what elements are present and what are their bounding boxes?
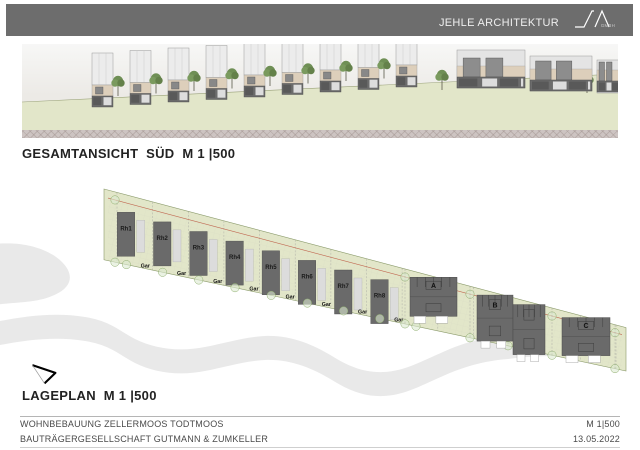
svg-text:Gar: Gar [213, 279, 222, 285]
svg-text:C: C [583, 323, 588, 330]
svg-text:Gar: Gar [286, 294, 295, 300]
svg-text:Rh7: Rh7 [338, 284, 350, 290]
svg-text:Rh4: Rh4 [229, 255, 241, 261]
svg-text:B: B [492, 303, 497, 310]
svg-text:Gar: Gar [322, 302, 331, 308]
svg-text:Gar: Gar [177, 271, 186, 277]
svg-text:Rh2: Rh2 [157, 236, 169, 242]
svg-text:Rh5: Rh5 [265, 265, 277, 271]
svg-text:Gar: Gar [358, 310, 367, 316]
svg-text:A: A [431, 283, 436, 290]
svg-text:Rh1: Rh1 [120, 226, 132, 232]
svg-text:Gar: Gar [141, 264, 150, 270]
svg-text:Rh6: Rh6 [301, 274, 313, 280]
svg-text:Gar: Gar [249, 287, 258, 293]
svg-text:Rh8: Rh8 [374, 294, 386, 300]
svg-text:Rh3: Rh3 [193, 246, 205, 252]
